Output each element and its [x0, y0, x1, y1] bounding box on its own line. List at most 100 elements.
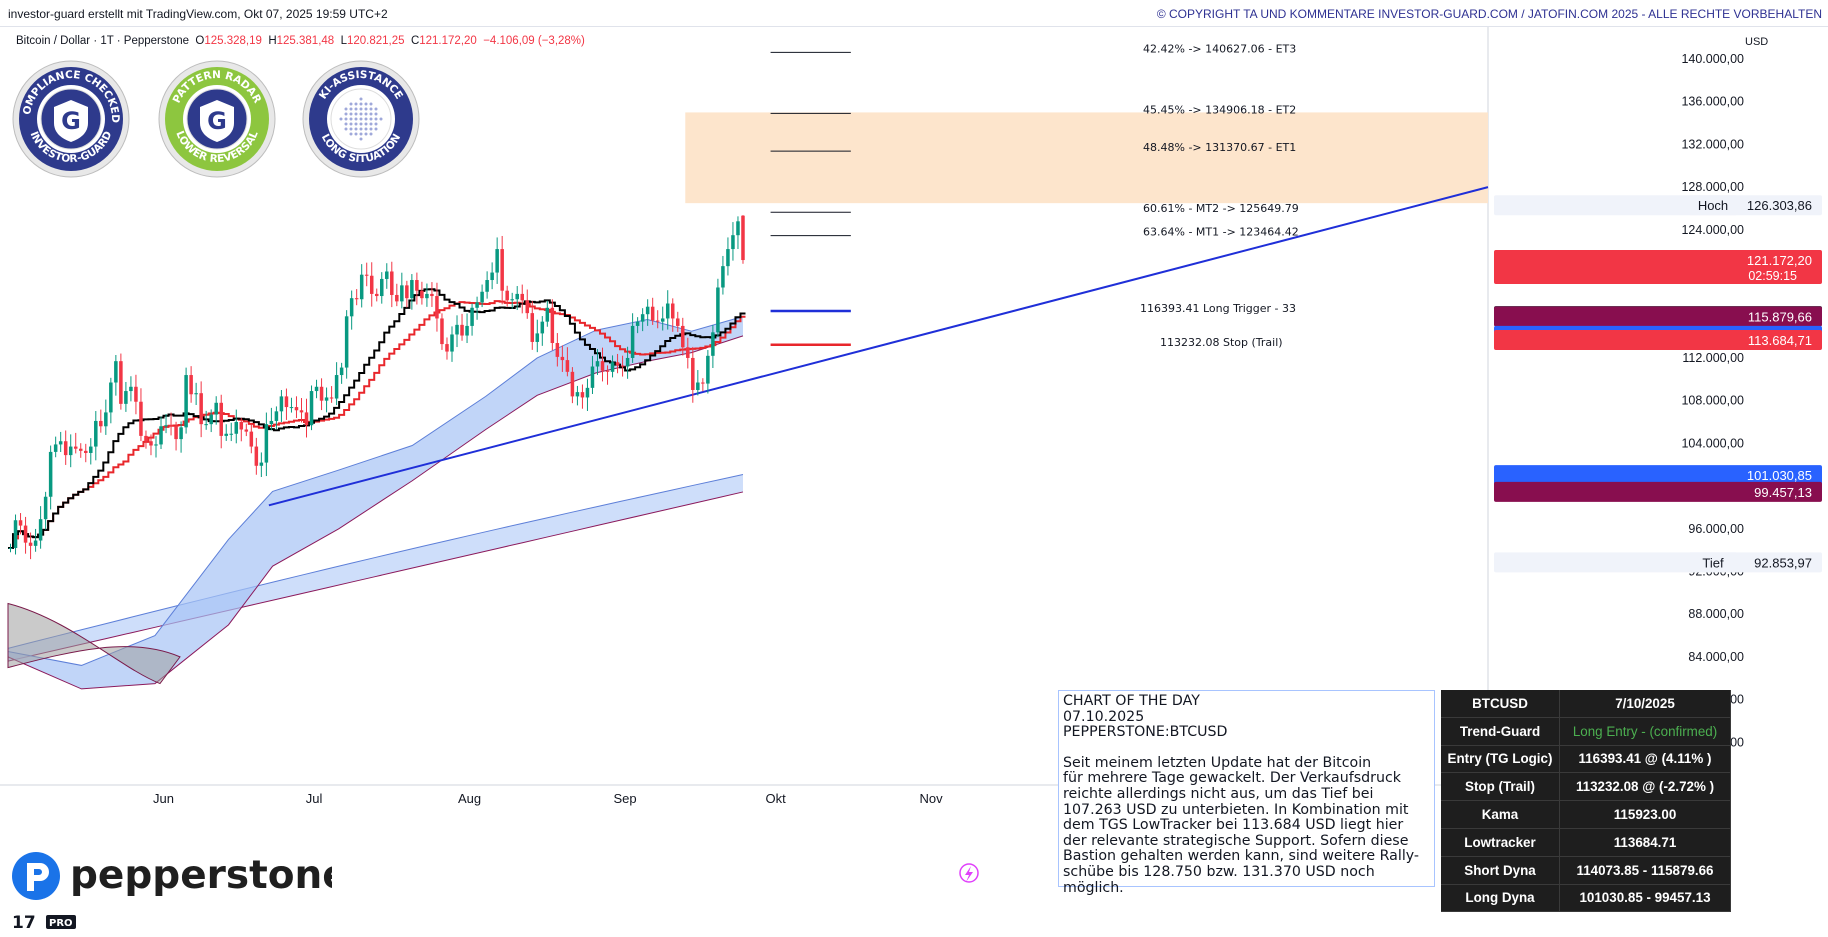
candle-body	[385, 271, 389, 279]
candle	[650, 297, 655, 325]
candle-body	[169, 425, 173, 427]
price-tag-bg	[1494, 552, 1822, 573]
ai-dot-icon	[369, 112, 373, 116]
candle	[269, 407, 274, 431]
candle	[309, 385, 314, 431]
logo-wordmark: pepperstone	[70, 853, 332, 898]
ai-dot-icon	[349, 112, 353, 116]
x-tick-label: Nov	[920, 791, 944, 806]
candle	[681, 317, 685, 356]
candle	[415, 272, 419, 305]
candle	[209, 409, 213, 433]
candle	[184, 367, 188, 434]
ai-dot-icon	[379, 117, 383, 121]
candle-body	[490, 272, 494, 281]
header-bar: investor-guard erstellt mit TradingView.…	[0, 0, 1828, 27]
candle	[179, 421, 183, 453]
candle-body	[670, 303, 675, 319]
candle	[219, 394, 223, 449]
attribution-text: investor-guard erstellt mit TradingView.…	[8, 7, 388, 21]
candle-body	[179, 427, 183, 440]
candle-body	[716, 287, 720, 333]
candle-body	[440, 318, 444, 345]
candle	[23, 516, 28, 554]
ai-dot-icon	[349, 107, 353, 111]
change-value: −4.106,09 (−3,28%)	[483, 35, 585, 47]
candle-body	[731, 235, 735, 250]
y-tick-label: 96.000,00	[1688, 522, 1744, 536]
candle	[154, 436, 158, 458]
candle-body	[164, 425, 168, 427]
candle	[354, 289, 359, 306]
candle-body	[369, 275, 374, 294]
candle	[635, 317, 640, 334]
candle-body	[555, 343, 560, 357]
candle	[214, 396, 218, 425]
ai-dot-icon	[354, 102, 358, 106]
shield-icon	[54, 100, 88, 142]
candle-body	[435, 296, 439, 319]
y-tick-label: 88.000,00	[1688, 607, 1744, 621]
candle-body	[681, 325, 685, 348]
candle-body	[575, 392, 580, 397]
candle	[575, 385, 580, 406]
candle	[144, 430, 148, 449]
y-tick-label: 108.000,00	[1681, 394, 1744, 408]
candle	[299, 398, 304, 423]
candle-body	[400, 285, 404, 302]
candle	[68, 434, 73, 468]
candle-body	[505, 290, 509, 301]
desc-title: CHART OF THE DAY	[1063, 693, 1200, 709]
open-value: 125.328,19	[204, 35, 262, 47]
candle-body	[339, 367, 344, 376]
candle-body	[94, 420, 98, 447]
symbol-name: Bitcoin / Dollar · 1T · Pepperstone	[16, 35, 190, 47]
candle	[78, 443, 83, 458]
candle	[149, 434, 153, 456]
candle-body	[174, 426, 178, 440]
candle	[435, 282, 439, 332]
candle-body	[445, 344, 449, 352]
candle-body	[324, 397, 329, 401]
price-chart[interactable]: 42.42% -> 140627.06 - ET3 45.45% -> 13490…	[0, 27, 1828, 937]
candle	[686, 337, 690, 369]
candle	[139, 388, 143, 442]
long-dyna-band-lower	[7, 491, 744, 662]
ai-dot-icon	[344, 112, 348, 116]
table-row: Kama 115923.00	[1441, 801, 1731, 829]
chart-of-the-day-box: CHART OF THE DAY 07.10.2025 PEPPERSTONE:…	[1058, 690, 1435, 895]
candle-body	[620, 365, 625, 367]
candle	[741, 215, 745, 264]
candle	[48, 445, 53, 510]
candle	[515, 286, 519, 311]
y-tick-label: 140.000,00	[1681, 52, 1744, 66]
candle	[289, 397, 294, 413]
candle-body	[380, 278, 384, 297]
ai-dot-icon	[349, 127, 353, 131]
candle-body	[405, 285, 409, 299]
candle-body	[204, 424, 208, 426]
candle-body	[359, 274, 364, 300]
candle-body	[676, 318, 680, 326]
candle-body	[84, 450, 88, 453]
candle	[721, 255, 725, 295]
candle	[13, 514, 18, 555]
ai-dot-icon	[344, 122, 348, 126]
candle-body	[18, 520, 23, 526]
candle	[645, 299, 650, 326]
table-row: Trend-Guard Long Entry - (confirmed)	[1441, 717, 1731, 746]
candle	[319, 378, 324, 411]
candle-body	[154, 444, 158, 446]
price-tag-value: 92.853,97	[1754, 555, 1812, 570]
table-cell: 113232.08 @ (-2.72% )	[1560, 773, 1731, 802]
candle-body	[635, 321, 640, 326]
candle	[84, 443, 88, 463]
ai-dot-icon	[374, 117, 378, 121]
candle	[470, 303, 474, 336]
x-tick-label: Aug	[458, 791, 481, 806]
table-cell: 101030.85 - 99457.13	[1560, 884, 1731, 913]
candle	[239, 417, 244, 442]
candle-body	[395, 294, 399, 302]
ai-dot-icon	[374, 107, 378, 111]
